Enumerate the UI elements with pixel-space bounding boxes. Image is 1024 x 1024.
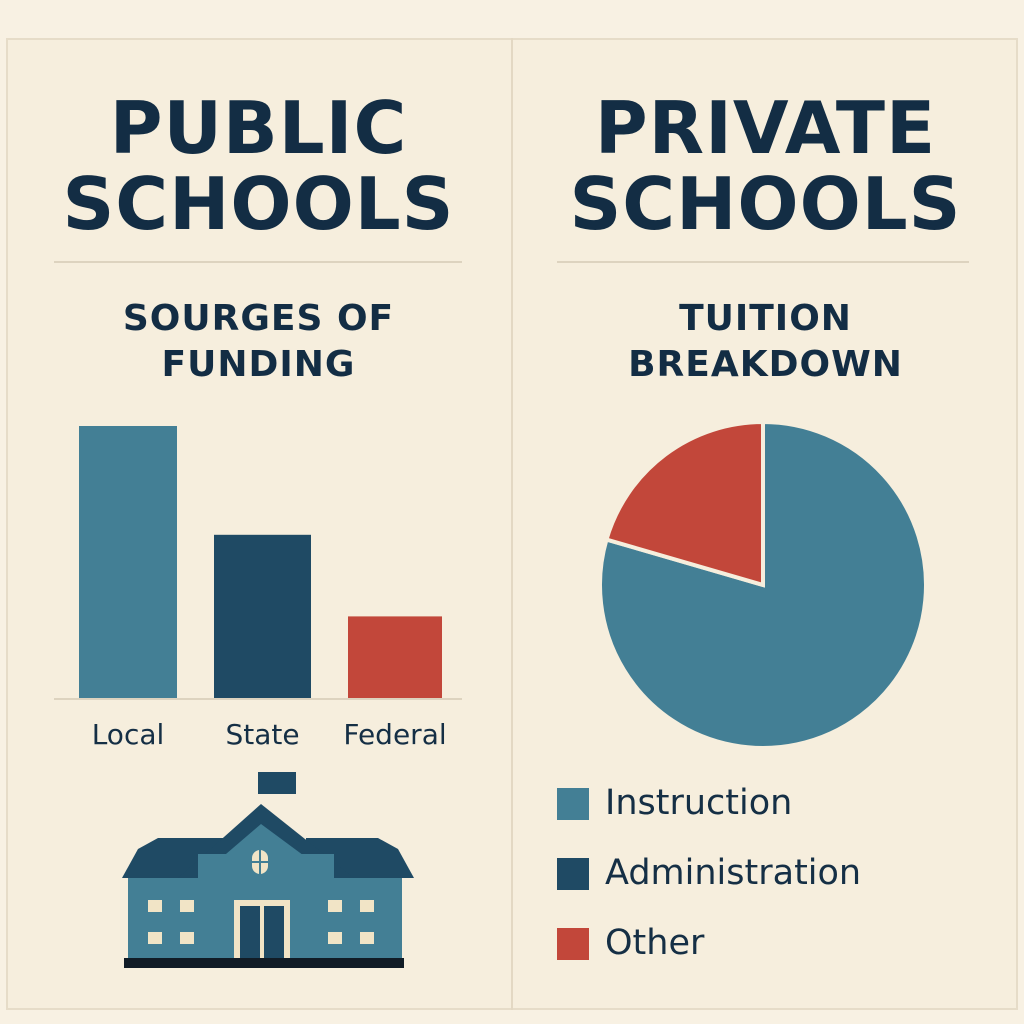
tuition-title-line1: TUITION xyxy=(679,298,852,339)
private-title-rule xyxy=(557,261,969,263)
bar-local xyxy=(79,426,177,698)
public-title-line1: PUBLIC xyxy=(109,86,408,170)
bar-label-local: Local xyxy=(92,718,165,751)
funding-bar-chart: Local State Federal xyxy=(54,426,462,751)
funding-title-line2: FUNDING xyxy=(161,344,356,385)
private-title-line2: SCHOOLS xyxy=(569,162,962,246)
private-schools-title: PRIVATE SCHOOLS xyxy=(513,90,1018,242)
public-schools-panel: PUBLIC SCHOOLS SOURGES OF FUNDING Local S… xyxy=(6,38,511,1010)
bar-federal xyxy=(348,616,442,698)
funding-title-line1: SOURGES OF xyxy=(122,298,395,339)
legend-swatch-administration xyxy=(557,858,589,890)
bar-state xyxy=(214,534,311,698)
tuition-chart-title: TUITION BREAKDOWN xyxy=(513,296,1018,388)
legend-swatch-other xyxy=(557,928,589,960)
bar-label-state: State xyxy=(225,718,299,751)
legend-label-other: Other xyxy=(605,923,705,963)
legend-swatch-instruction xyxy=(557,788,589,820)
funding-chart-title: SOURGES OF FUNDING xyxy=(6,296,511,388)
legend-label-instruction: Instruction xyxy=(605,783,793,823)
tuition-title-line2: BREAKDOWN xyxy=(628,344,903,385)
legend-label-administration: Administration xyxy=(605,853,862,893)
private-schools-panel: PRIVATE SCHOOLS TUITION BREAKDOWN Instru… xyxy=(513,38,1018,1010)
private-title-line1: PRIVATE xyxy=(594,86,937,170)
pie-slice-other xyxy=(603,419,765,588)
public-title-line2: SCHOOLS xyxy=(62,162,455,246)
tuition-pie-chart xyxy=(598,419,928,750)
center-divider xyxy=(511,38,513,1010)
school-building-icon xyxy=(122,772,414,968)
bar-label-federal: Federal xyxy=(343,718,446,751)
public-title-rule xyxy=(54,261,462,263)
public-schools-title: PUBLIC SCHOOLS xyxy=(6,90,511,242)
